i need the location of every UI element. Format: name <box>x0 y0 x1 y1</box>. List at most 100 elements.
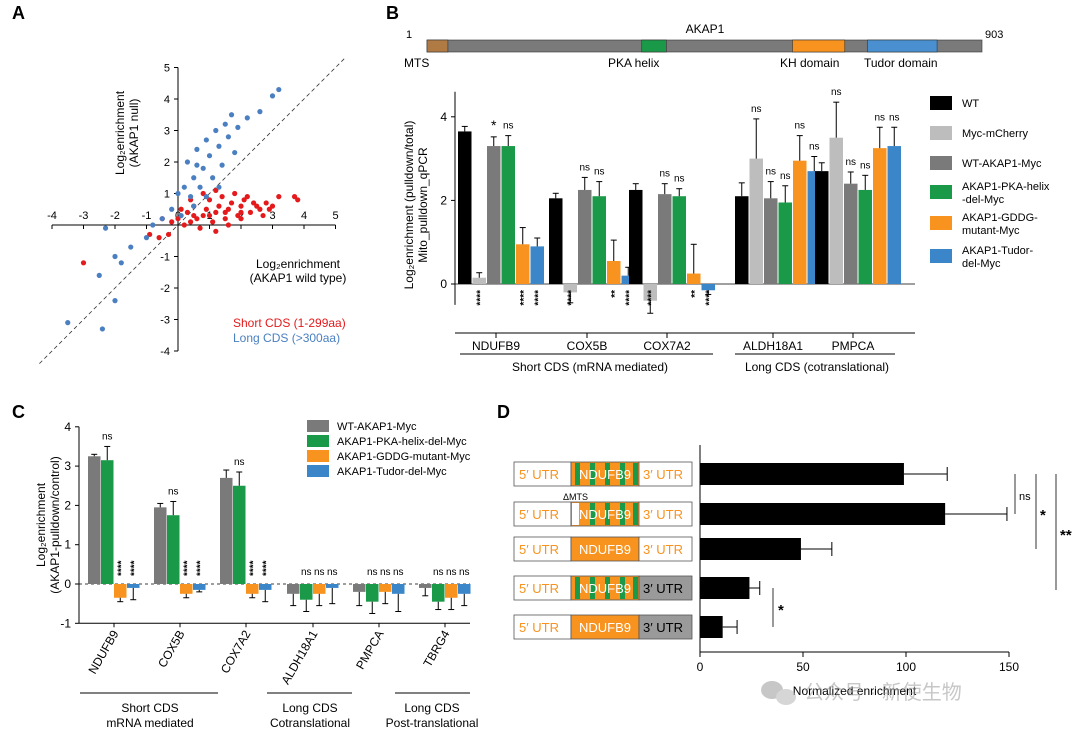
cds-stripe <box>633 463 638 485</box>
data-point <box>197 225 203 231</box>
domain-label: KH domain <box>780 56 839 70</box>
data-point <box>178 206 184 212</box>
cds-label: NDUFB9 <box>579 581 631 596</box>
data-point <box>194 146 200 152</box>
utr5-box <box>513 614 572 640</box>
legend-entry: Short CDS (1-299aa) <box>233 316 346 330</box>
bar <box>844 183 858 284</box>
bar <box>180 584 193 594</box>
bar <box>764 198 778 284</box>
cds-stripe <box>620 577 625 599</box>
category-label: NDUFB9 <box>85 628 121 677</box>
data-point <box>228 200 235 206</box>
bar <box>658 194 672 284</box>
bar <box>220 477 233 584</box>
bar <box>735 196 749 284</box>
data-point <box>295 197 301 203</box>
cds-label: NDUFB9 <box>579 507 631 522</box>
domain-mts <box>426 39 449 53</box>
group-label-line: Long CDS <box>404 701 459 715</box>
data-point <box>96 272 102 278</box>
y-tick-label: -1 <box>60 616 71 630</box>
significance-label: ns <box>380 567 391 578</box>
data-point <box>257 206 263 212</box>
cds-box <box>570 614 640 640</box>
bar <box>114 584 127 598</box>
bar <box>578 189 592 284</box>
data-point <box>216 143 222 149</box>
y-tick-label: 3 <box>164 126 170 138</box>
data-point <box>222 216 228 222</box>
bar <box>793 160 807 284</box>
data-point <box>222 209 228 215</box>
data-point <box>206 212 213 219</box>
significance-label: **** <box>116 560 127 576</box>
data-point <box>206 197 213 203</box>
bar <box>167 515 180 584</box>
data-point <box>241 197 247 203</box>
utr3-label: 3′ UTR <box>643 542 683 557</box>
legend-entry: AKAP1-PKA-helix-del-Myc <box>337 436 467 448</box>
data-point <box>191 212 197 219</box>
significance-label: ns <box>889 112 900 123</box>
data-point <box>112 253 118 260</box>
wechat-icon <box>761 681 796 705</box>
bar <box>458 584 471 594</box>
panel-b-bar-chart: AKAP1 1 903 MTS PKA helix KH domain Tudor doma… <box>402 22 1050 374</box>
cds-stripe <box>605 463 610 485</box>
bar <box>366 584 379 602</box>
significance-label: **** <box>646 290 657 306</box>
data-point <box>200 190 206 197</box>
legend-swatch <box>307 465 329 477</box>
x-axis-label-line: Log₂enrichment <box>256 257 341 271</box>
data-point <box>210 219 216 225</box>
data-point <box>244 115 250 121</box>
bar <box>778 202 792 284</box>
utr3-box <box>638 536 693 562</box>
legend-entry: Myc-mCherry <box>962 128 1028 140</box>
diagonal-line <box>39 57 346 364</box>
domain-pka-helix <box>641 39 667 53</box>
y-axis-label: Log₂enrichment (pulldown/total)Mito_pull… <box>402 121 430 290</box>
data-point <box>181 184 187 190</box>
category-label: ALDH18A1 <box>743 339 803 353</box>
data-point <box>216 184 222 190</box>
domain-map-end: 903 <box>985 29 1003 41</box>
cds-stripe <box>590 503 595 525</box>
data-point <box>225 206 231 212</box>
x-tick-label: 3 <box>269 210 275 222</box>
legend-entry: AKAP1-Tudor-del-Myc <box>337 466 447 478</box>
bar <box>700 503 946 525</box>
category-label: COX5B <box>155 628 187 670</box>
group-label: Long CDS (cotranslational) <box>745 360 889 374</box>
category-label: COX7A2 <box>643 339 691 353</box>
data-point <box>184 209 191 215</box>
group-label-line: Long CDS <box>282 701 337 715</box>
data-point <box>263 200 269 206</box>
bar <box>154 507 167 584</box>
cds-label: NDUFB9 <box>579 620 631 635</box>
x-tick-label: 4 <box>301 210 307 222</box>
bar <box>392 584 405 594</box>
bar <box>749 158 763 284</box>
bar <box>259 584 272 590</box>
bar <box>313 584 326 594</box>
data-point <box>260 212 266 219</box>
data-point <box>143 235 150 241</box>
bar <box>549 198 563 284</box>
utr5-label: 5′ UTR <box>519 620 559 635</box>
y-tick-label: -3 <box>160 315 170 327</box>
data-point <box>291 194 298 200</box>
x-tick-label: -2 <box>110 210 120 222</box>
bar <box>287 584 300 594</box>
data-point <box>219 162 225 168</box>
utr3-box <box>638 575 693 601</box>
data-point <box>150 222 156 228</box>
significance-label: ns <box>301 567 312 578</box>
cds-stripe <box>605 577 610 599</box>
data-point <box>216 203 222 209</box>
data-point <box>254 203 260 209</box>
watermark: 公众号 · 新使生物 <box>761 681 962 705</box>
significance-label: **** <box>533 290 544 306</box>
bar <box>643 284 657 301</box>
